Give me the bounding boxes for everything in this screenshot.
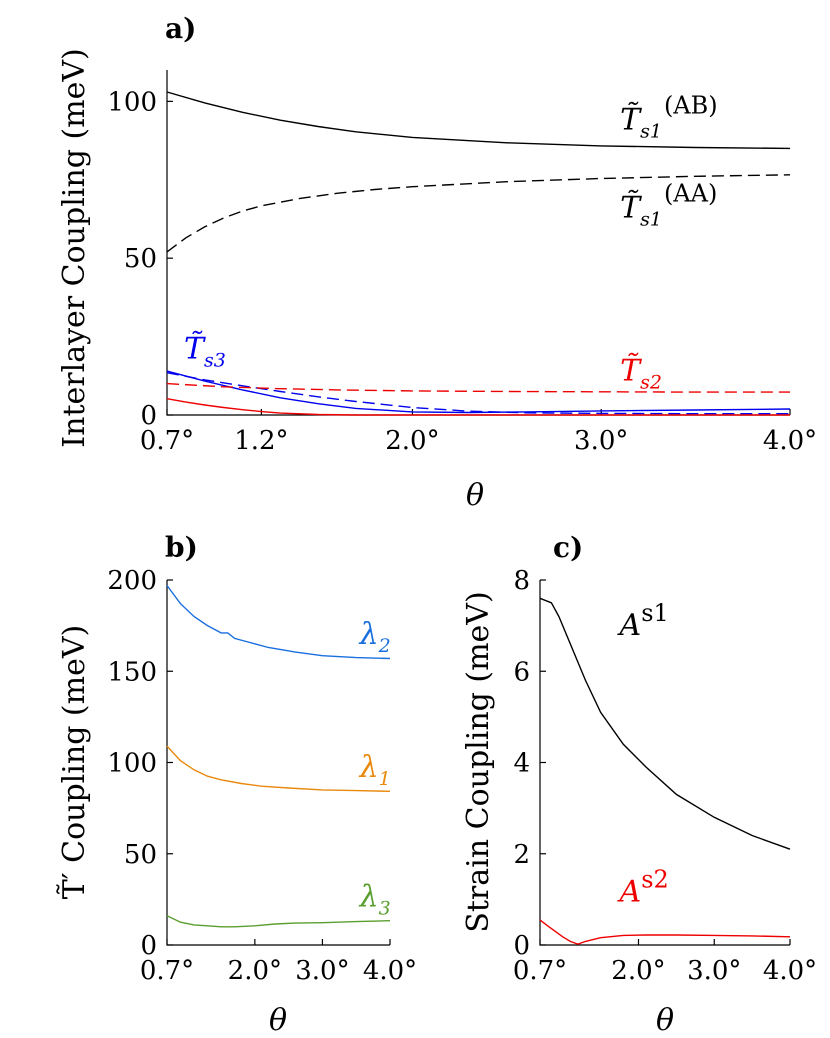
panel-c-series-annotation: As1 <box>617 599 669 643</box>
panel-c-xlabel: θ <box>656 1003 674 1038</box>
panel-b-series-line <box>166 745 391 792</box>
panel-c-ytick-label: 6 <box>513 657 530 687</box>
panel-a-series-line <box>166 370 791 414</box>
panel-b-ytick-label: 200 <box>107 566 157 596</box>
panel-a-xtick-label: 1.2° <box>234 426 288 456</box>
panel-a-xtick-label: 0.7° <box>140 426 194 456</box>
panel-c-series-line <box>539 919 791 945</box>
panel-a-series-annotation: T̃s1(AB) <box>620 92 718 143</box>
panel-c-ytick-label: 4 <box>513 749 530 779</box>
panel-b-series-annotation: λ2 <box>359 617 391 657</box>
panel-a-xtick-label: 2.0° <box>385 426 439 456</box>
panel-b-xtick-label: 2.0° <box>228 956 282 986</box>
panel-b-xtick-label: 0.7° <box>140 956 194 986</box>
panel-b-xtick-label: 4.0° <box>363 956 417 986</box>
panel-c-xtick-label: 2.0° <box>611 956 665 986</box>
panel-a-series-line <box>166 382 790 393</box>
panel-c-ytick-label: 2 <box>513 840 530 870</box>
panel-a-series-line <box>166 398 790 416</box>
panel-a-interlayer-coupling: a) Interlayer Coupling (meV) θ 0.7° 1.2° 2… <box>57 12 817 513</box>
panel-a-tag: a) <box>165 12 196 45</box>
panel-a-ytick-label: 50 <box>124 244 157 274</box>
panel-a-xtick-label: 4.0° <box>763 426 817 456</box>
panel-b-series-line <box>166 915 391 928</box>
panel-b-tag: b) <box>165 531 198 564</box>
panel-b-ytick-label: 50 <box>124 840 157 870</box>
panel-c-ytick-label: 8 <box>513 566 530 596</box>
panel-b-ytick-label: 150 <box>107 657 157 687</box>
panel-a-series-line <box>166 174 791 253</box>
panel-c-strain-coupling: c) Strain Coupling (meV) θ 0.7° 2.0° 3.0° 4… <box>461 531 817 1038</box>
panel-c-tag: c) <box>553 531 583 564</box>
panel-a-series-annotation: T̃s1(AA) <box>620 179 717 230</box>
panel-c-xtick-label: 3.0° <box>687 956 741 986</box>
panel-a-ytick-label: 0 <box>140 401 157 431</box>
panel-b-axes <box>166 580 390 946</box>
panel-a-series-line <box>166 372 790 415</box>
panel-b-ylabel: T̃′ Coupling (meV) <box>57 625 92 899</box>
panel-c-ylabel: Strain Coupling (meV) <box>461 591 496 932</box>
panel-a-xlabel: θ <box>466 478 484 513</box>
panel-b-t-prime-coupling: b) T̃′ Coupling (meV) θ 0.7° 2.0° 3.0° 4.0°… <box>57 531 418 1038</box>
panel-a-series-annotation: T̃s3 <box>184 331 226 371</box>
panel-b-ytick-label: 0 <box>140 931 157 961</box>
panel-a-ylabel: Interlayer Coupling (meV) <box>57 48 92 447</box>
panel-a-axes <box>166 70 790 416</box>
panel-b-series-annotation: λ3 <box>359 880 391 920</box>
panel-a-series-line <box>166 91 791 150</box>
panel-c-xtick-label: 0.7° <box>513 956 567 986</box>
panel-b-series-line <box>166 585 391 660</box>
panel-b-xtick-label: 3.0° <box>295 956 349 986</box>
panel-b-ytick-label: 100 <box>107 749 157 779</box>
panel-b-xlabel: θ <box>269 1003 287 1038</box>
panel-a-xtick-label: 3.0° <box>574 426 628 456</box>
panel-a-series-annotation: T̃s2 <box>620 353 662 393</box>
panel-c-xtick-label: 4.0° <box>763 956 817 986</box>
panel-a-ytick-label: 100 <box>107 87 157 117</box>
panel-c-series-line <box>539 597 791 850</box>
panel-c-ytick-label: 0 <box>513 931 530 961</box>
panel-c-series-annotation: As2 <box>617 866 669 910</box>
panel-b-series-annotation: λ1 <box>359 750 391 790</box>
